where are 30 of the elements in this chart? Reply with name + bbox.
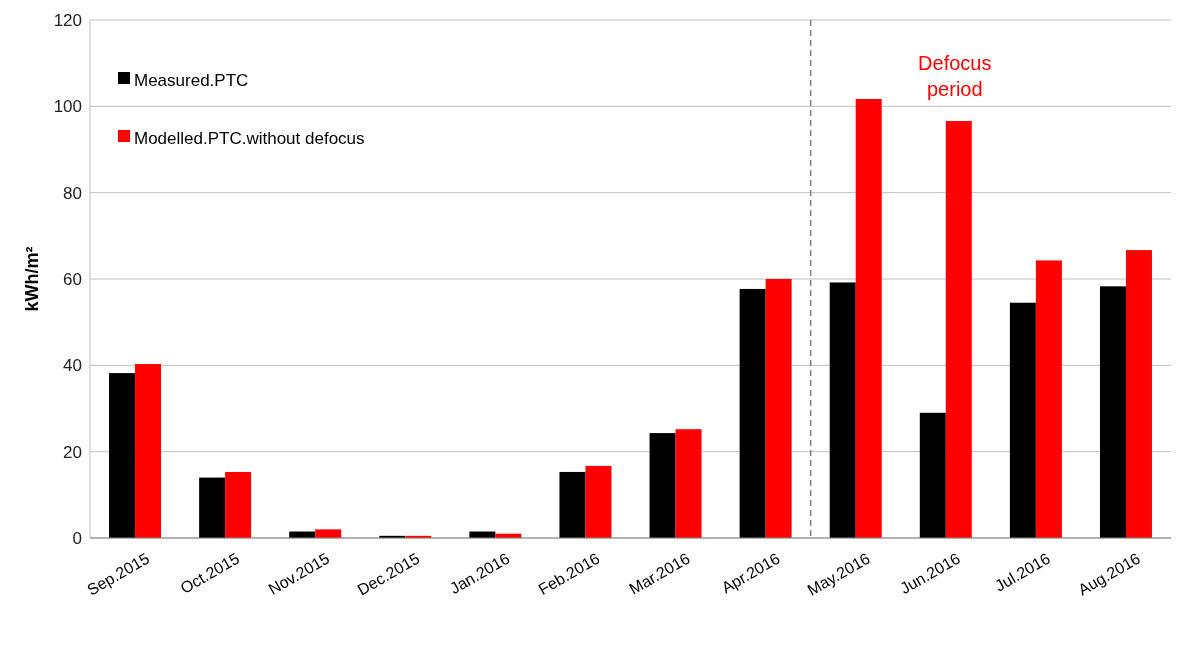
bar bbox=[919, 412, 946, 538]
y-tick-label: 120 bbox=[53, 10, 82, 30]
bar bbox=[199, 477, 226, 538]
bar bbox=[675, 429, 702, 538]
bar bbox=[739, 288, 766, 538]
bar bbox=[945, 121, 972, 538]
y-tick-label: 0 bbox=[72, 528, 82, 548]
y-tick-label: 40 bbox=[63, 356, 82, 376]
bar bbox=[649, 433, 676, 538]
bar bbox=[109, 373, 136, 538]
bar bbox=[225, 471, 252, 538]
annotation: Defocus period bbox=[918, 52, 992, 100]
y-axis-title: kWh/m² bbox=[22, 246, 42, 312]
legend-label: Measured.PTC bbox=[134, 70, 249, 90]
legend-label: Modelled.PTC.without defocus bbox=[134, 128, 365, 148]
bar bbox=[1099, 286, 1126, 538]
y-tick-label: 80 bbox=[63, 183, 82, 203]
bar bbox=[855, 99, 882, 538]
bar bbox=[585, 465, 612, 538]
y-tick-label: 100 bbox=[53, 97, 82, 117]
y-tick-label: 20 bbox=[63, 442, 82, 462]
bar bbox=[765, 279, 792, 538]
bar bbox=[315, 529, 342, 538]
bar bbox=[1035, 260, 1062, 538]
bar bbox=[559, 471, 586, 538]
bar bbox=[1009, 302, 1036, 538]
y-tick-label: 60 bbox=[63, 269, 82, 289]
bar bbox=[135, 364, 162, 538]
bar bbox=[1125, 250, 1152, 538]
bar bbox=[829, 282, 856, 538]
